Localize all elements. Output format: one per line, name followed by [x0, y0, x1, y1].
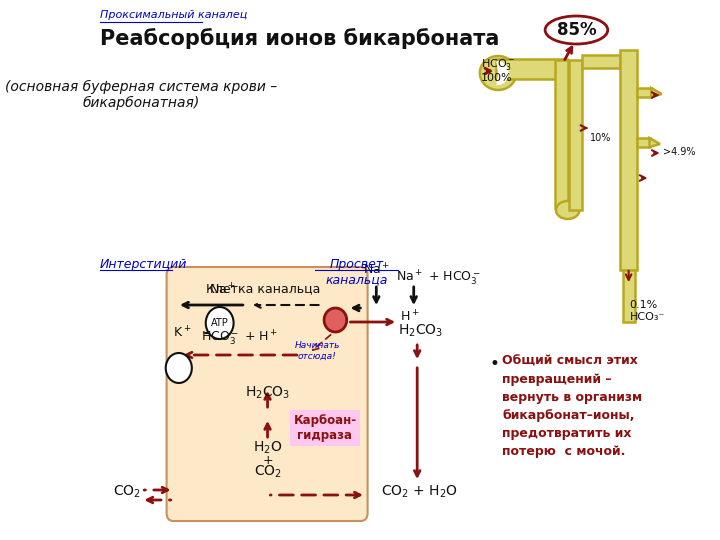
- FancyBboxPatch shape: [554, 60, 568, 208]
- Text: (основная буферная система крови –
бикарбонатная): (основная буферная система крови – бикар…: [5, 80, 277, 110]
- Text: 10%: 10%: [590, 133, 611, 143]
- Text: +: +: [262, 454, 273, 467]
- FancyBboxPatch shape: [290, 410, 360, 446]
- Text: CO$_2$: CO$_2$: [253, 464, 282, 481]
- Ellipse shape: [324, 308, 347, 332]
- Text: H$_2$CO$_3$: H$_2$CO$_3$: [398, 323, 444, 340]
- Text: Начинать
отсюда!: Начинать отсюда!: [294, 341, 340, 360]
- Text: Na$^+$: Na$^+$: [363, 262, 390, 278]
- FancyBboxPatch shape: [637, 88, 652, 97]
- Text: CO$_2$ + H$_2$O: CO$_2$ + H$_2$O: [381, 484, 458, 500]
- FancyBboxPatch shape: [569, 60, 582, 210]
- Text: Интерстиций: Интерстиций: [99, 258, 187, 271]
- Text: HCO$_3^-$ + H$^+$: HCO$_3^-$ + H$^+$: [201, 328, 279, 347]
- Polygon shape: [649, 138, 660, 147]
- Text: H$^+$: H$^+$: [400, 309, 419, 325]
- Wedge shape: [496, 61, 508, 85]
- Text: H$_2$CO$_3$: H$_2$CO$_3$: [245, 385, 290, 401]
- Text: 0.1%: 0.1%: [629, 300, 658, 310]
- Text: H$_2$O: H$_2$O: [253, 440, 282, 456]
- FancyBboxPatch shape: [495, 59, 567, 79]
- FancyBboxPatch shape: [620, 50, 637, 270]
- Circle shape: [166, 353, 192, 383]
- Text: HCO$_3^-$: HCO$_3^-$: [481, 57, 515, 72]
- Text: Общий смысл этих
превращений –
вернуть в организм
бикарбонат–ионы,
предотвратить: Общий смысл этих превращений – вернуть в…: [503, 355, 642, 458]
- Text: Реабсорбция ионов бикарбоната: Реабсорбция ионов бикарбоната: [101, 28, 500, 49]
- FancyBboxPatch shape: [623, 270, 635, 322]
- Text: >4.9%: >4.9%: [662, 147, 695, 157]
- Text: CO$_2$: CO$_2$: [112, 484, 140, 500]
- Polygon shape: [652, 88, 662, 97]
- Text: ATP: ATP: [211, 318, 228, 328]
- Text: •: •: [490, 355, 499, 373]
- FancyBboxPatch shape: [166, 267, 368, 521]
- FancyBboxPatch shape: [637, 138, 649, 147]
- Ellipse shape: [556, 201, 580, 219]
- Ellipse shape: [480, 56, 516, 90]
- Text: Na$^+$: Na$^+$: [209, 283, 236, 298]
- Circle shape: [206, 307, 233, 339]
- Text: Клетка канальца: Клетка канальца: [206, 282, 320, 295]
- Text: HCO₃⁻: HCO₃⁻: [629, 312, 665, 322]
- Text: Просвет
канальца: Просвет канальца: [325, 258, 387, 286]
- Text: Na$^+$ + HCO$_3^-$: Na$^+$ + HCO$_3^-$: [396, 268, 481, 287]
- Text: K$^+$: K$^+$: [174, 325, 192, 341]
- Text: 85%: 85%: [557, 21, 596, 39]
- Text: Карбоан-
гидраза: Карбоан- гидраза: [293, 414, 356, 442]
- Text: Проксимальный каналец: Проксимальный каналец: [101, 10, 248, 20]
- FancyBboxPatch shape: [582, 55, 620, 68]
- Text: 100%: 100%: [481, 73, 513, 83]
